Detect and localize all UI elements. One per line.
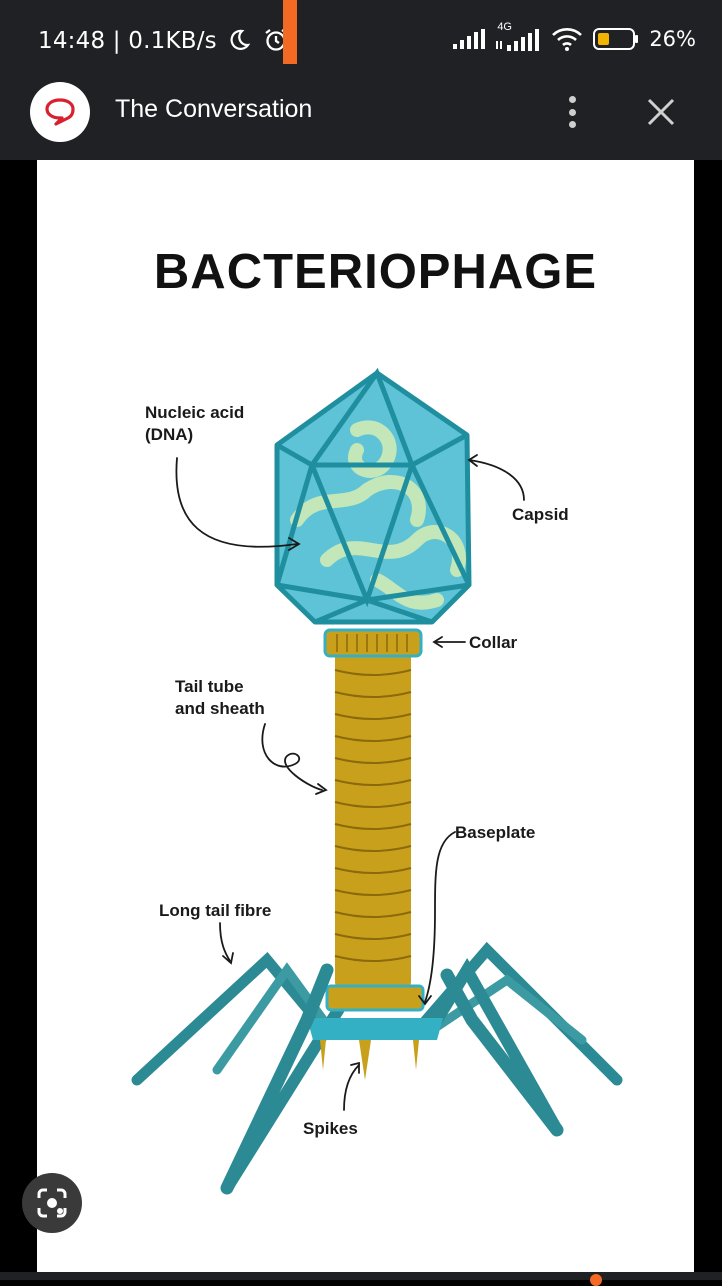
label-long-tail-fibre: Long tail fibre: [159, 901, 272, 920]
baseplate-ring: [325, 984, 425, 1012]
wifi-icon: [552, 28, 583, 51]
label-spikes: Spikes: [303, 1119, 358, 1138]
app-header: The Conversation: [0, 64, 722, 160]
diagram-title: BACTERIOPHAGE: [153, 245, 598, 299]
status-time-netspeed: 14:48 | 0.1KB/s: [38, 27, 289, 54]
baseplate: [307, 1018, 443, 1040]
status-net-speed: 0.1KB/s: [128, 28, 217, 54]
status-bar: 14:48 | 0.1KB/s 4G 26%: [0, 0, 722, 64]
navigation-bar: [0, 1272, 722, 1280]
network-type: 4G: [497, 21, 512, 33]
camera-lens-button[interactable]: [22, 1173, 82, 1233]
label-baseplate: Baseplate: [455, 823, 536, 842]
signal-4g-icon: 4G: [495, 21, 541, 51]
app-logo[interactable]: [30, 82, 90, 142]
label-tail-tube: Tail tube and sheath: [175, 677, 265, 718]
bacteriophage-illustration: [131, 367, 623, 1195]
status-indicators: 4G 26%: [453, 21, 696, 51]
label-collar: Collar: [469, 633, 518, 652]
speech-bubble-icon: [45, 98, 75, 126]
capsid: [274, 367, 472, 625]
label-nucleic-acid: Nucleic acid (DNA): [145, 403, 245, 444]
battery-percent: 26%: [649, 27, 696, 51]
close-icon[interactable]: [640, 91, 682, 133]
app-title: The Conversation: [115, 95, 313, 123]
label-capsid: Capsid: [512, 505, 569, 524]
screen-recording-indicator: [283, 0, 297, 80]
status-time: 14:48: [38, 28, 106, 54]
recording-dot: [590, 1274, 602, 1286]
moon-icon: [230, 29, 251, 50]
more-vertical-icon[interactable]: [556, 90, 588, 134]
tail-sheath: [334, 650, 412, 990]
camera-lens-icon: [37, 1188, 67, 1218]
spikes: [320, 1040, 419, 1080]
signal-icon: [453, 29, 486, 49]
bacteriophage-diagram: BACTERIOPHAGE: [37, 160, 694, 1272]
battery-icon: [593, 28, 639, 50]
